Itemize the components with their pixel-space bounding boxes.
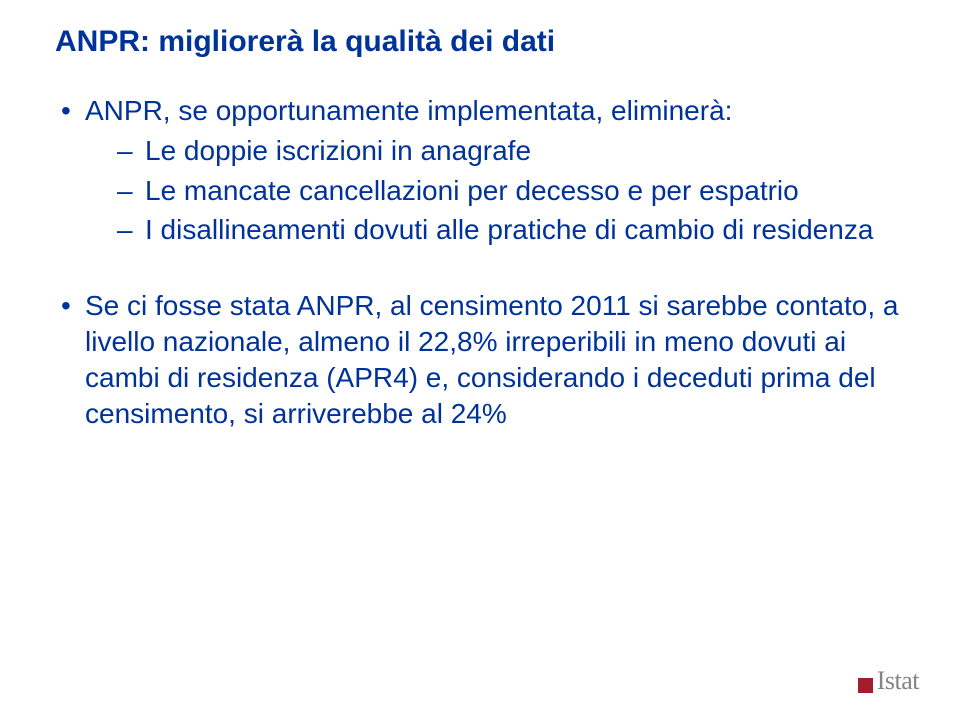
sub-bullet-list: Le doppie iscrizioni in anagrafe Le manc… xyxy=(85,133,904,248)
bullet-text: Se ci fosse stata ANPR, al censimento 20… xyxy=(85,290,899,428)
istat-logo: Istat xyxy=(858,666,919,696)
bullet-item-2: Se ci fosse stata ANPR, al censimento 20… xyxy=(55,288,904,431)
slide-title: ANPR: migliorerà la qualità dei dati xyxy=(55,25,904,59)
sub-bullet-2: Le mancate cancellazioni per decesso e p… xyxy=(117,173,904,209)
slide: ANPR: migliorerà la qualità dei dati ANP… xyxy=(0,0,959,718)
bullet-item-1: ANPR, se opportunamente implementata, el… xyxy=(55,93,904,248)
sub-bullet-1: Le doppie iscrizioni in anagrafe xyxy=(117,133,904,169)
logo-square-icon xyxy=(858,678,873,693)
bullet-list: ANPR, se opportunamente implementata, el… xyxy=(55,93,904,432)
logo-text: Istat xyxy=(877,666,919,696)
sub-bullet-3: I disallineamenti dovuti alle pratiche d… xyxy=(117,212,904,248)
bullet-text: ANPR, se opportunamente implementata, el… xyxy=(85,95,732,126)
